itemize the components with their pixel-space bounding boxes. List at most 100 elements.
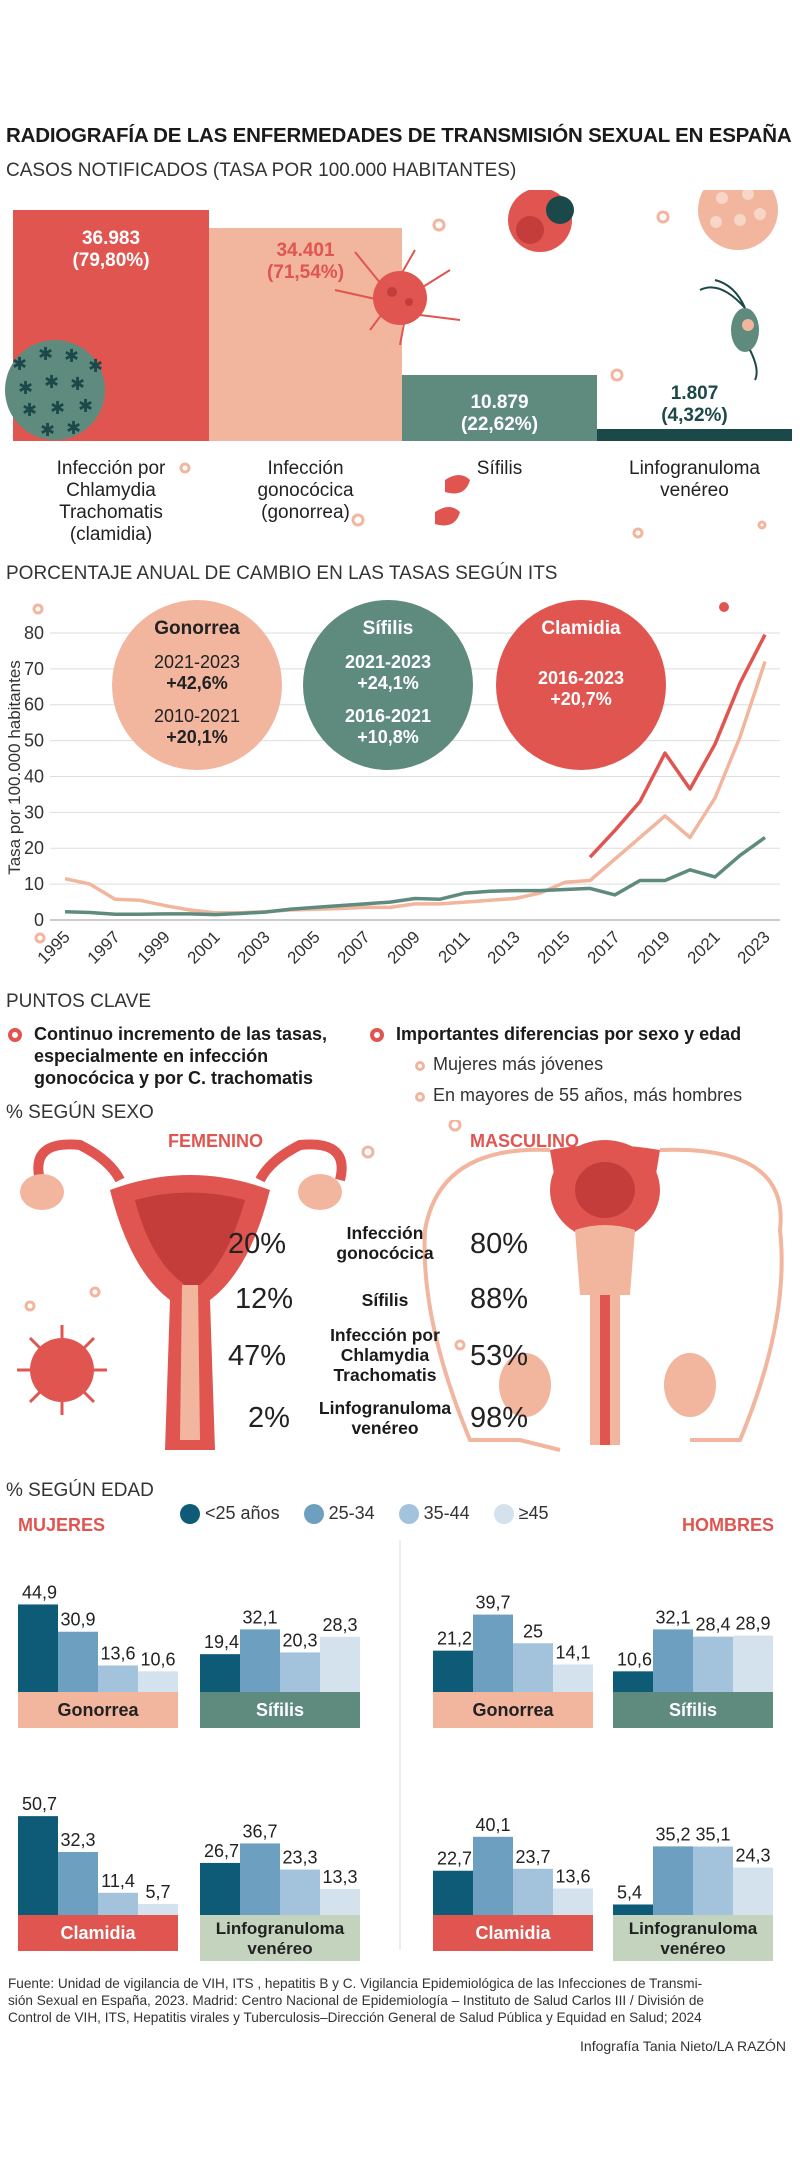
- bar-value-label: 32,1: [242, 1607, 277, 1627]
- cell-illustration: [508, 190, 574, 252]
- keypoint-2: Importantes diferencias por sexo y edad: [396, 1024, 742, 1044]
- svg-text:✱: ✱: [70, 374, 85, 395]
- section-cases-title: CASOS NOTIFICADOS (TASA POR 100.000 HABI…: [6, 160, 517, 181]
- keypoint-2-sub-1: Mujeres más jóvenes: [433, 1054, 604, 1074]
- x-tick-label: 2007: [334, 927, 374, 967]
- male-anatomy-illustration: [422, 1140, 784, 1452]
- bar-value-label: 36,7: [242, 1821, 277, 1841]
- panel-label-bg: [18, 1692, 178, 1728]
- bar-label-gonorrea: Infección gonocócica (gonorrea): [257, 458, 354, 523]
- panel-label: Gonorrea: [57, 1700, 139, 1720]
- sex-row-sifilis: Sífilis: [361, 1290, 409, 1310]
- x-tick-label: 2003: [234, 927, 274, 967]
- bar-value-label: 10,6: [140, 1649, 175, 1669]
- bar: [513, 1643, 553, 1692]
- bar: [613, 1671, 653, 1692]
- male-pct-clamidia: 53%: [470, 1340, 529, 1372]
- legend-item: 25-34: [303, 1503, 375, 1524]
- bar-value-label: 28,4: [695, 1615, 730, 1635]
- x-tick-label: 2019: [634, 927, 674, 967]
- bar-value-label: 40,1: [475, 1815, 510, 1835]
- x-tick-label: 1997: [84, 927, 124, 967]
- bar: [320, 1636, 360, 1692]
- female-pct-sifilis: 12%: [235, 1283, 294, 1315]
- panel-label-bg: [613, 1915, 773, 1961]
- legend-swatch-icon: [493, 1503, 514, 1524]
- series-line-0: [64, 661, 767, 915]
- bar-value-linfogranuloma: 1.807 (4,32%): [661, 383, 728, 426]
- female-label: FEMENINO: [168, 1131, 264, 1151]
- age-title: % SEGÚN EDAD: [6, 1480, 154, 1501]
- panel-label: Gonorrea: [472, 1700, 554, 1720]
- keypoint-1: Continuo incremento de las tasas, especia…: [34, 1024, 328, 1088]
- panel-label: Sífilis: [256, 1700, 304, 1720]
- bar-value-label: 13,3: [322, 1867, 357, 1887]
- y-tick-label: 20: [24, 838, 44, 858]
- bar: [18, 1604, 58, 1692]
- anatomy-illustration: [17, 1120, 784, 1452]
- bar: [240, 1843, 280, 1915]
- bar-value-label: 50,7: [22, 1794, 57, 1814]
- bullet-icon: [415, 1092, 425, 1102]
- bar: [653, 1629, 693, 1692]
- parasite-illustration: [699, 279, 759, 381]
- male-pct-sifilis: 88%: [470, 1283, 529, 1315]
- bar-value-label: 28,3: [322, 1615, 357, 1635]
- bar-sifilis: [402, 375, 597, 441]
- bar-label-clamidia: Infección por Chlamydia Trachomatis (clamid…: [56, 458, 166, 545]
- bar-value-sifilis: 10.879 (22,62%): [460, 392, 539, 435]
- bar-value-label: 13,6: [555, 1866, 590, 1886]
- bar-value-label: 22,7: [437, 1849, 472, 1869]
- bar-value-label: 20,3: [282, 1630, 317, 1650]
- bar-value-label: 10,6: [617, 1649, 652, 1669]
- bar-value-label: 11,4: [101, 1871, 135, 1891]
- bar-label-linfogranuloma: Linfogranuloma venéreo: [629, 458, 760, 501]
- bar: [280, 1652, 320, 1692]
- panel-label: Linfogranuloma: [216, 1919, 345, 1938]
- series-line-2: [588, 633, 767, 859]
- bullet-icon: [370, 1028, 384, 1042]
- men-label: HOMBRES: [682, 1515, 775, 1535]
- bar-value-label: 14,1: [555, 1643, 590, 1663]
- bar-value-label: 23,3: [282, 1848, 317, 1868]
- bar-value-label: 24,3: [735, 1846, 770, 1866]
- bar-value-label: 35,1: [695, 1825, 730, 1845]
- keypoint-2-sub-2: En mayores de 55 años, más hombres: [433, 1085, 743, 1105]
- svg-text:✱: ✱: [38, 344, 53, 365]
- bar: [280, 1869, 320, 1915]
- panel-label: Linfogranuloma: [629, 1919, 758, 1938]
- panel-label: Sífilis: [669, 1700, 717, 1720]
- sex-title: % SEGÚN SEXO: [6, 1102, 154, 1123]
- y-tick-label: 0: [34, 910, 44, 930]
- bar-value-label: 19,4: [204, 1632, 239, 1652]
- bar-value-label: 35,2: [655, 1824, 690, 1844]
- y-axis-label: Tasa por 100.000 habitantes: [5, 660, 24, 875]
- sex-row-gonorrea: Infección gonocócica: [336, 1223, 434, 1263]
- svg-text:✱: ✱: [12, 354, 27, 375]
- panel-label-bg: [613, 1692, 773, 1728]
- women-label: MUJERES: [18, 1515, 106, 1535]
- panel-label: venéreo: [660, 1939, 725, 1958]
- bar-value-label: 5,4: [617, 1882, 642, 1902]
- age-bar-charts: 44,930,913,6 10,6Gonorrea19,432,120,328,3…: [18, 1540, 773, 1961]
- y-tick-label: 10: [24, 874, 44, 894]
- drop-icon: [445, 475, 470, 494]
- bar-value-clamidia: 36.983 (79,80%): [72, 228, 150, 271]
- page-title: RADIOGRAFÍA DE LAS ENFERMEDADES DE TRANS…: [6, 124, 792, 147]
- bar-value-label: 5,7: [145, 1882, 170, 1902]
- sex-row-clamidia: Infección por Chlamydia Trachomatis: [330, 1325, 440, 1385]
- x-tick-label: 2023: [734, 927, 774, 967]
- legend-swatch-icon: [398, 1503, 419, 1524]
- x-tick-label: 2001: [184, 927, 224, 967]
- panel-label-bg: [200, 1692, 360, 1728]
- bar-value-label: 28,9: [735, 1614, 770, 1634]
- y-tick-label: 70: [24, 659, 44, 679]
- bubble-sifilis: Sífilis 2021-2023 +24,1% 2016-2021 +10,8…: [303, 600, 473, 770]
- svg-text:✱: ✱: [50, 398, 65, 419]
- bar-value-label: 23,7: [515, 1847, 550, 1867]
- section-trend-title: PORCENTAJE ANUAL DE CAMBIO EN LAS TASAS …: [6, 563, 558, 584]
- bar: [473, 1836, 513, 1915]
- female-pct-clamidia: 47%: [228, 1340, 287, 1372]
- bar: [433, 1870, 473, 1915]
- x-tick-label: 2005: [284, 927, 324, 967]
